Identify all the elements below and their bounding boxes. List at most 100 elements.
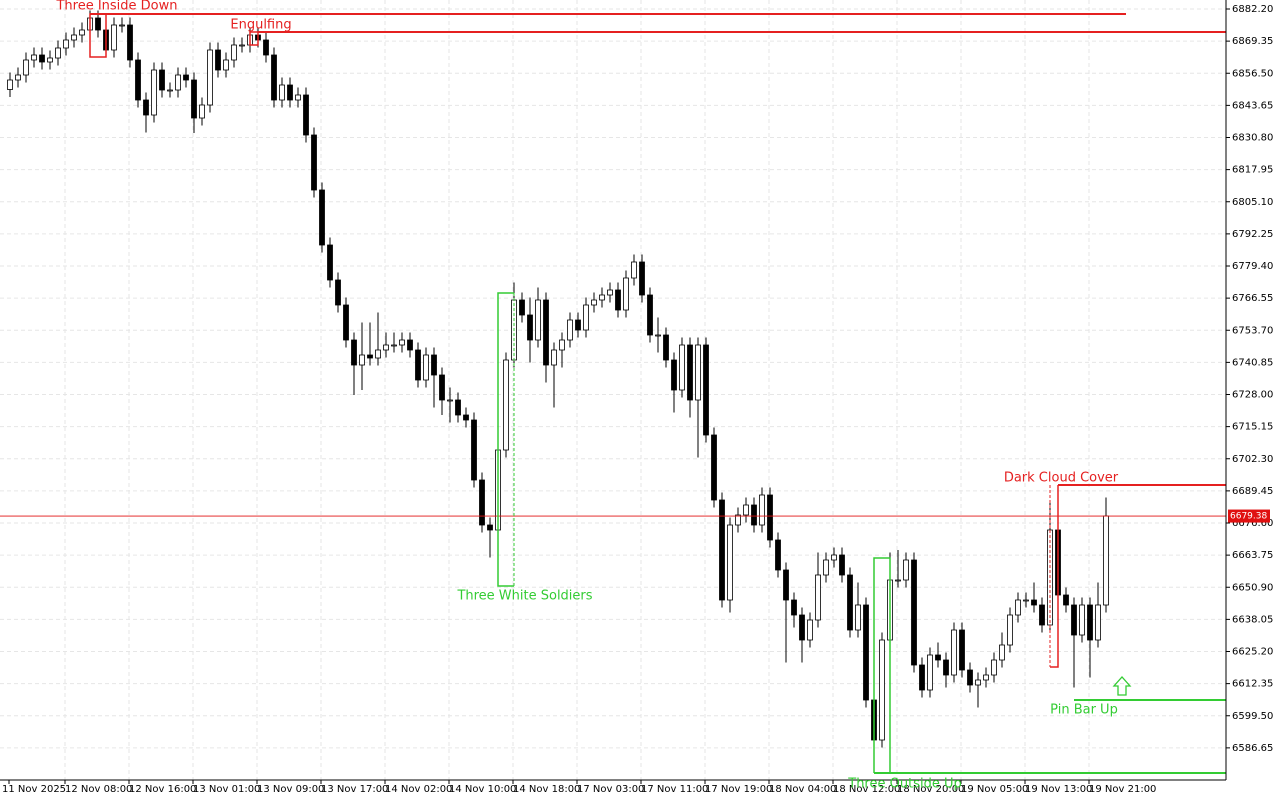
candle-body (263, 39, 269, 56)
candle-body (727, 524, 733, 601)
candle-body (15, 74, 21, 81)
candle-body (191, 79, 197, 119)
candle-body (95, 17, 101, 31)
candle-body (447, 399, 453, 402)
candle-body (943, 659, 949, 676)
pattern-bracket (89, 13, 107, 58)
candle-body (751, 504, 757, 526)
candle-body (639, 261, 645, 296)
x-tick-label: 19 Nov 05:00 (961, 784, 1028, 795)
x-tick-label: 14 Nov 18:00 (513, 784, 580, 795)
candle-body (623, 277, 629, 311)
candle-body (407, 339, 413, 351)
candle-body (983, 674, 989, 681)
candle-body (551, 349, 557, 366)
y-tick-label: 6612.35 (1232, 679, 1273, 690)
candle-body (647, 294, 653, 336)
candle-body (967, 669, 973, 686)
candle-body (1071, 604, 1077, 636)
candle-body (215, 49, 221, 71)
y-tick-label: 6817.95 (1232, 165, 1273, 176)
y-tick-label: 6843.65 (1232, 100, 1273, 111)
candle-body (23, 59, 29, 76)
candle-body (919, 664, 925, 691)
candle-body (391, 344, 397, 347)
candle-body (839, 554, 845, 576)
candle-body (863, 604, 869, 701)
candle-body (287, 84, 293, 101)
candle-body (631, 261, 637, 279)
candle-body (591, 299, 597, 306)
x-tick-label: 13 Nov 17:00 (321, 784, 388, 795)
y-tick-label: 6740.85 (1232, 357, 1273, 368)
candle-body (815, 574, 821, 621)
candle-body (1087, 604, 1093, 641)
x-tick-label: 18 Nov 12:00 (833, 784, 900, 795)
candle-body (127, 24, 133, 61)
candle-body (903, 559, 909, 581)
candle-body (687, 344, 693, 401)
candle-body (743, 504, 749, 516)
candle-body (567, 319, 573, 341)
candle-body (1095, 604, 1101, 641)
candle-body (1031, 599, 1037, 606)
pin-bar-arrow (1112, 676, 1132, 696)
candle-body (535, 299, 541, 341)
candle-body (47, 57, 53, 63)
x-tick-label: 13 Nov 01:00 (193, 784, 260, 795)
candle-body (199, 104, 205, 119)
y-tick-label: 6805.10 (1232, 197, 1273, 208)
candle-body (175, 74, 181, 91)
candle-body (831, 554, 837, 561)
candle-body (503, 359, 509, 451)
candle-body (663, 334, 669, 361)
candle-body (1063, 594, 1069, 606)
candle-body (463, 414, 469, 421)
candle-body (799, 614, 805, 641)
candle-body (423, 354, 429, 381)
x-tick-label: 17 Nov 11:00 (641, 784, 708, 795)
y-tick-label: 6663.75 (1232, 550, 1273, 561)
y-tick-label: 6856.50 (1232, 68, 1273, 79)
candle-body (807, 619, 813, 641)
candle-body (79, 29, 85, 36)
candle-body (295, 94, 301, 101)
candle-body (791, 599, 797, 616)
y-tick-label: 6676.60 (1232, 518, 1273, 529)
candle-body (351, 339, 357, 366)
candle-body (207, 49, 213, 106)
x-tick-label: 17 Nov 03:00 (577, 784, 644, 795)
candle-body (399, 339, 405, 346)
pattern-label: Three Outside Up (847, 777, 961, 792)
candle-body (855, 604, 861, 631)
y-tick-label: 6882.20 (1232, 4, 1273, 15)
candle-body (375, 349, 381, 359)
candle-body (431, 354, 437, 376)
candle-body (31, 54, 37, 61)
y-tick-label: 6830.80 (1232, 133, 1273, 144)
candle-body (183, 74, 189, 81)
y-tick-label: 6638.05 (1232, 614, 1273, 625)
x-tick-label: 19 Nov 13:00 (1025, 784, 1092, 795)
y-tick-label: 6792.25 (1232, 229, 1273, 240)
candle-body (487, 524, 493, 531)
y-tick-label: 6586.65 (1232, 743, 1273, 754)
candle-body (895, 579, 901, 582)
candle-body (711, 434, 717, 501)
candle-body (7, 79, 13, 90)
candle-body (1015, 599, 1021, 616)
y-tick-label: 6779.40 (1232, 261, 1273, 272)
candle-body (759, 494, 765, 526)
candle-body (167, 89, 173, 92)
x-tick-label: 12 Nov 08:00 (65, 784, 132, 795)
candle-body (279, 84, 285, 101)
candle-body (359, 354, 365, 366)
candle-body (1039, 604, 1045, 626)
x-tick-label: 18 Nov 20:00 (897, 784, 964, 795)
candle-body (719, 499, 725, 601)
candle-body (655, 334, 661, 337)
